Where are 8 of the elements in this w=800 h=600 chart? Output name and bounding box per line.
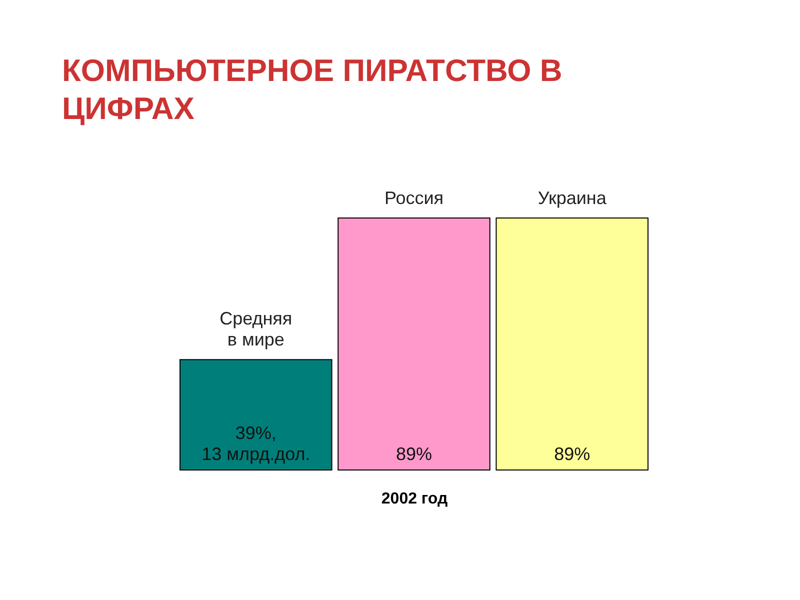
x-tick-label: Средняя в мире — [220, 308, 292, 350]
data-label: 39%, 13 млрд.дол. — [202, 423, 310, 464]
x-tick-label: Россия — [384, 188, 444, 208]
x-tick-label: Украина — [538, 188, 608, 208]
data-label: 89% — [554, 444, 590, 464]
x-axis-title: 2002 год — [381, 490, 448, 508]
data-label: 89% — [396, 444, 432, 464]
chart-title: КОМПЬЮТЕРНОЕ ПИРАТСТВО В ЦИФРАХ — [62, 52, 564, 128]
